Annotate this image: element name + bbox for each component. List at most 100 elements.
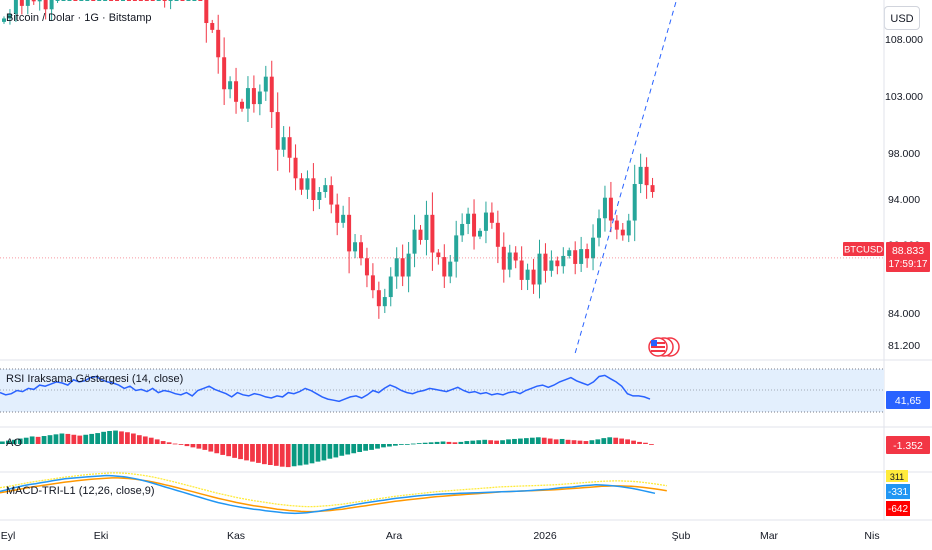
ao-bar [589,440,595,444]
candle-body [632,184,637,221]
candle-body [370,275,375,291]
ao-bar [172,443,178,445]
candle-body [168,0,173,1]
ao-bar [131,433,136,444]
ao-bar [5,440,11,444]
ao-bar [77,435,83,444]
candle-body [85,0,90,1]
ao-bar [47,435,53,444]
dashed-trendline[interactable] [574,0,688,354]
candle-body [448,261,453,277]
macd-tag-1-label: 311 [890,472,904,482]
candle-body [49,0,54,10]
price-tag-countdown: 17:59:17 [889,259,928,270]
ao-bar [381,444,386,448]
price-axis: 108.000103.00098.00094.00090.00084.00081… [885,34,923,352]
time-tick-label: Ara [386,530,403,542]
ao-bar [297,444,303,466]
candle-body [174,0,179,1]
candle-body [376,290,381,307]
ao-bar [35,436,41,444]
time-tick-label: Kas [227,530,245,542]
currency-button[interactable]: USD [884,6,920,30]
candle-body [579,249,584,264]
candle-body [287,137,292,158]
ao-bar [416,443,422,444]
ao-bar [393,444,398,446]
candle-body [341,214,346,223]
ao-bar [631,440,636,444]
ao-bar [71,434,77,444]
ao-bar [23,437,29,444]
ao-bar [583,441,589,444]
ao-bar [458,441,464,444]
candle-body [2,18,6,22]
candle-body [329,185,334,205]
ao-value-label: -1.352 [893,440,923,452]
ao-bar [595,439,601,444]
ao-bar [452,442,458,444]
ao-bar [11,439,17,444]
ao-bar [607,437,613,444]
ao-bar [518,438,523,444]
ao-bar [101,431,106,444]
ao-bar [500,440,505,444]
ao-bar [535,437,541,444]
ao-bar [524,438,529,444]
macd-extra-line [0,472,667,508]
ao-bar [643,442,648,444]
economic-event-flag-icons[interactable] [648,337,680,357]
rsi-title[interactable]: RSI Iraksama Göstergesi (14, close) [6,373,183,385]
ao-bar [250,444,255,462]
macd-tag-1 [886,470,908,482]
ao-value-tag [886,436,930,454]
candle-body [97,0,102,1]
ao-bar [398,444,404,445]
symbol-tag-label: BTCUSD [844,245,883,256]
candle-body [240,101,244,109]
ao-bar [208,444,214,452]
candle-body [478,230,482,237]
ao-histogram [0,430,654,468]
candle-body [293,157,298,179]
ao-bar [559,438,565,444]
candle-body [263,76,268,92]
ao-bar [333,444,339,458]
ao-bar [601,438,607,444]
macd-series [0,472,667,515]
ao-bar [571,440,577,444]
candle-body [103,0,108,1]
candle-body [400,258,405,277]
candle-body [602,197,607,219]
macd-signal-line [0,477,667,513]
candle-body [37,0,42,2]
ao-bar [184,444,190,447]
candle-body [144,0,149,1]
rsi-series [0,374,651,403]
ao-bar [637,441,642,444]
candle-body [67,0,72,1]
ao-bar [321,444,327,461]
candle-body [180,0,185,1]
candle-body [204,0,209,24]
candle-body [454,235,459,262]
ao-bar [446,441,452,444]
macd-title[interactable]: MACD-TRI-L1 (12,26, close,9) [6,485,155,497]
price-tick-label: 103.000 [885,91,923,103]
candle-body [567,250,572,256]
time-tick-label: Nis [864,530,879,542]
ao-bar [529,437,535,444]
ao-bar [202,444,208,450]
candle-body [460,223,465,236]
ao-bar [422,442,428,444]
candle-body [507,252,512,270]
ao-title[interactable]: AO [6,437,22,449]
candlestick-series [0,0,884,319]
ao-bar [148,437,154,444]
ao-bar [256,444,261,463]
candle-body [55,0,60,1]
candle-body [210,23,215,30]
candle-body [626,220,631,236]
ao-bar [303,444,309,465]
